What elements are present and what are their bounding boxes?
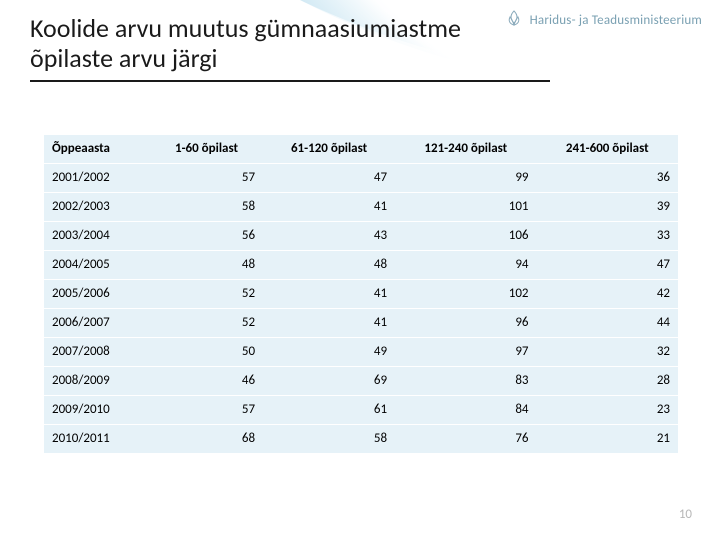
cell-value: 49 — [263, 338, 395, 367]
slide-title-block: Koolide arvu muutus gümnaasiumiastme õpi… — [30, 14, 500, 82]
data-table-container: Õppeaasta 1-60 õpilast 61-120 õpilast 12… — [44, 135, 678, 454]
table-row: 2007/200850499732 — [44, 338, 678, 367]
cell-value: 57 — [150, 164, 263, 193]
cell-value: 23 — [537, 396, 678, 425]
table-row: 2004/200548489447 — [44, 251, 678, 280]
slide-title: Koolide arvu muutus gümnaasiumiastme õpi… — [30, 14, 500, 74]
data-table: Õppeaasta 1-60 õpilast 61-120 õpilast 12… — [44, 135, 678, 454]
cell-year: 2004/2005 — [44, 251, 150, 280]
cell-value: 33 — [537, 222, 678, 251]
cell-value: 58 — [150, 193, 263, 222]
cell-value: 47 — [263, 164, 395, 193]
page-number: 10 — [679, 507, 692, 522]
cell-value: 52 — [150, 309, 263, 338]
col-header-61-120: 61-120 õpilast — [263, 135, 395, 164]
cell-value: 50 — [150, 338, 263, 367]
cell-year: 2007/2008 — [44, 338, 150, 367]
cell-value: 101 — [395, 193, 536, 222]
cell-value: 39 — [537, 193, 678, 222]
cell-value: 68 — [150, 425, 263, 454]
title-line-2: õpilaste arvu järgi — [30, 42, 218, 74]
ministry-label: Haridus- ja Teadusministeerium — [530, 13, 702, 28]
cell-value: 28 — [537, 367, 678, 396]
cell-value: 52 — [150, 280, 263, 309]
table-row: 2003/2004564310633 — [44, 222, 678, 251]
table-row: 2001/200257479936 — [44, 164, 678, 193]
table-row: 2005/2006524110242 — [44, 280, 678, 309]
ministry-brand: Haridus- ja Teadusministeerium — [504, 10, 702, 30]
cell-value: 99 — [395, 164, 536, 193]
cell-year: 2001/2002 — [44, 164, 150, 193]
cell-value: 56 — [150, 222, 263, 251]
cell-value: 106 — [395, 222, 536, 251]
table-row: 2002/2003584110139 — [44, 193, 678, 222]
cell-value: 48 — [150, 251, 263, 280]
title-line-1: Koolide arvu muutus gümnaasiumiastme — [30, 12, 461, 44]
col-header-1-60: 1-60 õpilast — [150, 135, 263, 164]
cell-year: 2002/2003 — [44, 193, 150, 222]
cell-value: 96 — [395, 309, 536, 338]
table-row: 2010/201168587621 — [44, 425, 678, 454]
cell-value: 42 — [537, 280, 678, 309]
table-header-row: Õppeaasta 1-60 õpilast 61-120 õpilast 12… — [44, 135, 678, 164]
cell-value: 32 — [537, 338, 678, 367]
cell-value: 58 — [263, 425, 395, 454]
cell-year: 2003/2004 — [44, 222, 150, 251]
cell-year: 2009/2010 — [44, 396, 150, 425]
cell-value: 46 — [150, 367, 263, 396]
cell-value: 94 — [395, 251, 536, 280]
cell-value: 43 — [263, 222, 395, 251]
cell-year: 2006/2007 — [44, 309, 150, 338]
cell-value: 61 — [263, 396, 395, 425]
cell-value: 44 — [537, 309, 678, 338]
table-row: 2008/200946698328 — [44, 367, 678, 396]
cell-value: 69 — [263, 367, 395, 396]
cell-value: 57 — [150, 396, 263, 425]
col-header-121-240: 121-240 õpilast — [395, 135, 536, 164]
table-row: 2009/201057618423 — [44, 396, 678, 425]
table-row: 2006/200752419644 — [44, 309, 678, 338]
cell-value: 102 — [395, 280, 536, 309]
cell-value: 41 — [263, 309, 395, 338]
ministry-leaf-icon — [504, 10, 524, 30]
cell-value: 41 — [263, 280, 395, 309]
cell-value: 97 — [395, 338, 536, 367]
cell-value: 76 — [395, 425, 536, 454]
cell-value: 36 — [537, 164, 678, 193]
cell-year: 2010/2011 — [44, 425, 150, 454]
title-underline — [30, 80, 550, 82]
cell-year: 2008/2009 — [44, 367, 150, 396]
cell-value: 83 — [395, 367, 536, 396]
cell-value: 84 — [395, 396, 536, 425]
cell-value: 48 — [263, 251, 395, 280]
cell-year: 2005/2006 — [44, 280, 150, 309]
cell-value: 21 — [537, 425, 678, 454]
col-header-241-600: 241-600 õpilast — [537, 135, 678, 164]
cell-value: 41 — [263, 193, 395, 222]
cell-value: 47 — [537, 251, 678, 280]
col-header-year: Õppeaasta — [44, 135, 150, 164]
